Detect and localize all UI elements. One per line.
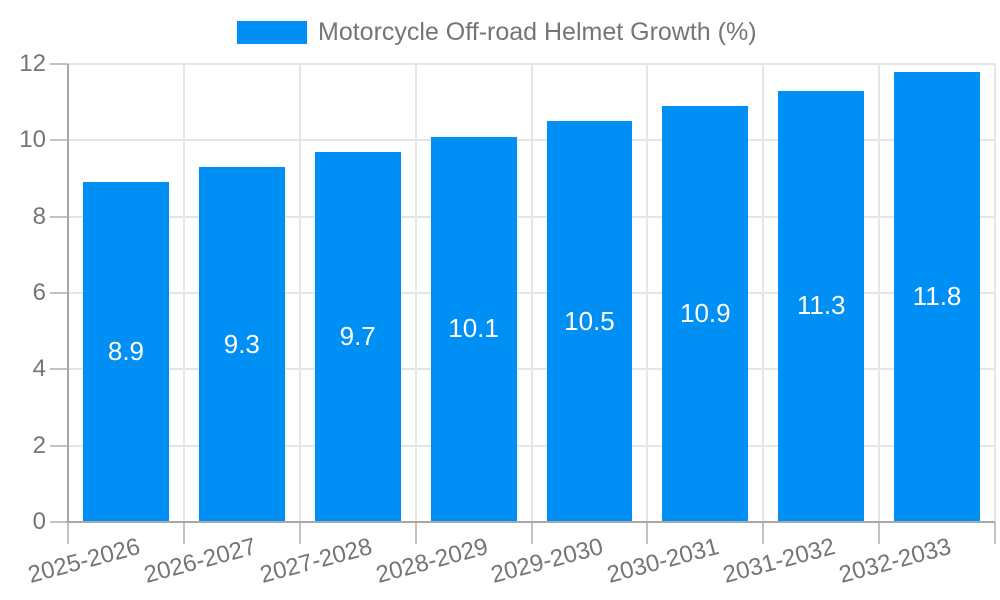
x-tick-mark	[762, 522, 765, 544]
bar: 9.3	[198, 167, 285, 522]
y-tick-label: 10	[19, 126, 46, 154]
x-gridline	[994, 64, 996, 522]
bar-value-label: 9.3	[223, 328, 260, 359]
x-tick-mark	[67, 522, 69, 544]
chart-legend: Motorcycle Off-road Helmet Growth (%)	[237, 18, 757, 47]
x-tick-mark	[298, 522, 301, 544]
y-tick-mark	[50, 444, 68, 447]
y-tick-mark	[50, 215, 68, 218]
bar-value-label: 10.5	[564, 305, 615, 336]
y-tick-label: 0	[32, 508, 46, 535]
x-gridline	[298, 64, 301, 522]
y-tick-mark	[50, 139, 68, 142]
x-gridline	[762, 64, 765, 522]
bar: 10.1	[430, 136, 517, 522]
y-tick-mark	[50, 63, 68, 65]
x-gridline	[414, 64, 417, 522]
x-axis-line	[66, 521, 995, 523]
bar: 10.5	[546, 121, 633, 522]
bar: 9.7	[314, 151, 401, 522]
y-tick-label: 6	[32, 279, 46, 306]
bar-value-label: 10.1	[448, 313, 499, 344]
x-tick-mark	[182, 522, 185, 544]
bar-value-label: 9.7	[339, 320, 376, 351]
bar: 11.3	[778, 90, 865, 522]
bar: 8.9	[83, 182, 169, 522]
bar-value-label: 8.9	[107, 336, 145, 367]
x-tick-mark	[646, 522, 649, 544]
y-axis-line	[67, 64, 69, 523]
x-tick-mark	[530, 522, 533, 544]
y-tick-mark	[50, 368, 68, 371]
x-tick-mark	[878, 522, 881, 544]
y-tick-mark	[50, 292, 68, 294]
x-tick-mark	[994, 522, 996, 544]
y-tick-label: 4	[32, 355, 46, 383]
bar-value-label: 10.9	[680, 297, 731, 328]
x-gridline	[646, 64, 649, 522]
y-tick-mark	[50, 521, 68, 523]
x-gridline	[182, 64, 185, 522]
plot-area: 0 2 4 6 8 10 12 8.9 9.3 9.7 10.1 10.5 10.9 11.3 11.8 20…	[19, 50, 996, 589]
y-tick-label: 12	[19, 50, 46, 77]
bar: 11.8	[894, 71, 980, 522]
legend-swatch	[237, 21, 307, 44]
x-tick-mark	[414, 522, 417, 544]
bar: 10.9	[662, 105, 749, 522]
bar-value-label: 11.3	[796, 290, 846, 321]
y-tick-label: 2	[32, 431, 46, 459]
bar-value-label: 11.8	[912, 280, 962, 311]
x-gridline	[878, 64, 881, 522]
x-gridline	[530, 64, 533, 522]
y-tick-label: 8	[32, 202, 46, 230]
legend-series-label: Motorcycle Off-road Helmet Growth (%)	[318, 18, 757, 46]
